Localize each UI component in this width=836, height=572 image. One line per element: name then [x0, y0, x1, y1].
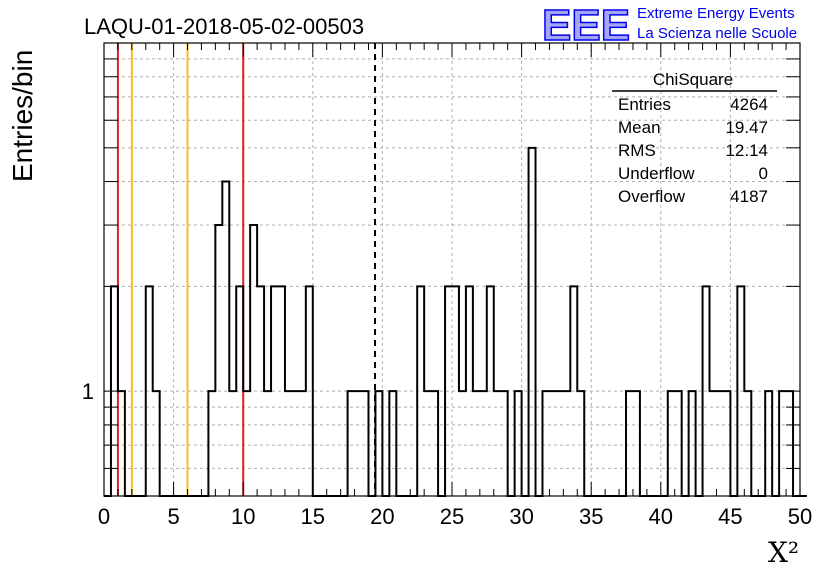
x-axis-label: X²: [768, 536, 799, 569]
x-tick-label: 20: [370, 504, 394, 529]
x-tick-label: 10: [231, 504, 255, 529]
stats-value: 12.14: [725, 141, 768, 160]
axis-ticks: 0 5 10 15 20 25 30 35 40 45 50 1: [82, 42, 812, 529]
histogram-bin: [215, 225, 222, 496]
stats-box: ChiSquare Entries 4264 Mean 19.47 RMS 12.14 Un…: [612, 70, 777, 206]
x-tick-label: 40: [649, 504, 673, 529]
histogram-bin: [250, 225, 257, 496]
stats-title: ChiSquare: [653, 70, 733, 89]
stats-label: Underflow: [618, 164, 695, 183]
x-tick-label: 25: [440, 504, 464, 529]
stats-value: 19.47: [725, 118, 768, 137]
stats-label: Overflow: [618, 187, 686, 206]
stats-value: 0: [759, 164, 768, 183]
histogram-bin: [529, 148, 536, 496]
run-title: LAQU-01-2018-05-02-00503: [84, 14, 364, 39]
eee-logo: EEE Extreme Energy Events La Scienza nel…: [541, 0, 797, 51]
x-tick-label: 0: [98, 504, 110, 529]
x-tick-label: 5: [167, 504, 179, 529]
logo-letters: EEE: [542, 1, 630, 50]
histogram-bin: [222, 182, 229, 496]
stats-value: 4187: [730, 187, 768, 206]
x-tick-label: 35: [579, 504, 603, 529]
y-axis-label: Entries/bin: [7, 50, 38, 182]
histogram-series: [104, 146, 807, 497]
y-tick-label: 1: [82, 379, 94, 404]
stats-label: Entries: [618, 95, 671, 114]
x-tick-label: 15: [301, 504, 325, 529]
stats-label: RMS: [618, 141, 656, 160]
reference-lines: [116, 43, 377, 496]
x-tick-label: 45: [718, 504, 742, 529]
histogram-outline: [104, 146, 807, 497]
x-tick-label: 50: [788, 504, 812, 529]
stats-value: 4264: [730, 95, 768, 114]
x-tick-label: 30: [509, 504, 533, 529]
logo-line-1: Extreme Energy Events: [637, 5, 795, 22]
stats-label: Mean: [618, 118, 661, 137]
logo-line-2: La Scienza nelle Scuole: [637, 25, 797, 42]
